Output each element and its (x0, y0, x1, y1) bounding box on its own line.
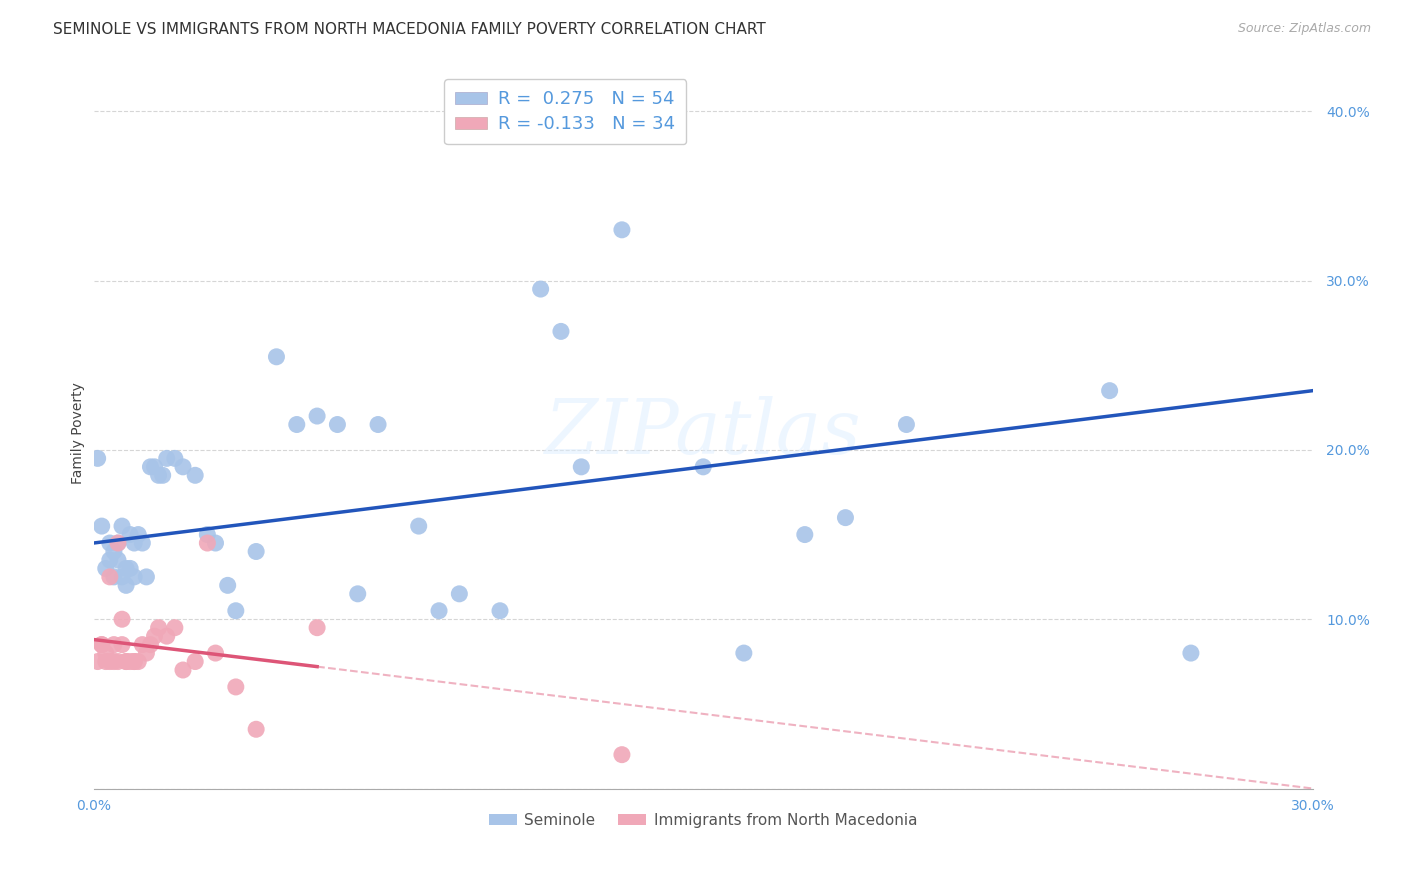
Point (148, 621, 170, 635)
Point (184, 468, 207, 483)
Point (550, 325, 572, 339)
Point (163, 621, 186, 635)
Point (120, 655, 142, 669)
Point (115, 655, 138, 669)
Point (103, 570, 125, 584)
Point (692, 459, 714, 474)
Point (122, 536, 145, 550)
Point (115, 655, 138, 669)
Point (107, 536, 129, 550)
Point (367, 417, 389, 432)
Point (103, 638, 125, 652)
Point (135, 646, 157, 660)
Point (204, 646, 226, 660)
Point (115, 561, 138, 575)
Point (107, 655, 129, 669)
Point (427, 604, 450, 618)
Point (408, 519, 430, 533)
Point (143, 629, 166, 643)
Point (195, 536, 218, 550)
Point (225, 680, 247, 694)
Point (195, 527, 218, 541)
Point (449, 587, 471, 601)
Point (834, 510, 856, 524)
Point (122, 655, 145, 669)
Point (107, 553, 129, 567)
Point (103, 544, 125, 558)
Point (152, 468, 174, 483)
Point (127, 655, 149, 669)
Point (98, 553, 121, 567)
Point (896, 417, 918, 432)
Point (610, 747, 633, 762)
Point (94, 561, 117, 575)
Point (610, 223, 633, 237)
Y-axis label: Family Poverty: Family Poverty (72, 382, 86, 484)
Point (90, 638, 112, 652)
Point (122, 570, 145, 584)
Point (111, 519, 134, 533)
Point (120, 527, 142, 541)
Point (1098, 384, 1121, 398)
Point (148, 468, 170, 483)
Point (172, 663, 194, 677)
Point (733, 646, 755, 660)
Point (103, 655, 125, 669)
Point (111, 570, 134, 584)
Point (1180, 646, 1202, 660)
Point (156, 451, 179, 466)
Point (139, 638, 162, 652)
Text: SEMINOLE VS IMMIGRANTS FROM NORTH MACEDONIA FAMILY POVERTY CORRELATION CHART: SEMINOLE VS IMMIGRANTS FROM NORTH MACEDO… (53, 22, 766, 37)
Point (530, 282, 553, 296)
Point (98, 655, 121, 669)
Point (131, 536, 153, 550)
Point (111, 638, 134, 652)
Point (139, 459, 162, 474)
Point (346, 587, 368, 601)
Point (163, 451, 186, 466)
Point (793, 527, 815, 541)
Point (98, 536, 121, 550)
Point (90, 519, 112, 533)
Point (156, 629, 179, 643)
Point (115, 578, 138, 592)
Point (127, 527, 149, 541)
Point (122, 655, 145, 669)
Point (135, 570, 157, 584)
Point (98, 570, 121, 584)
Point (245, 544, 267, 558)
Point (204, 536, 226, 550)
Point (86, 655, 108, 669)
Point (107, 536, 129, 550)
Point (307, 621, 329, 635)
Point (94, 646, 117, 660)
Point (120, 561, 142, 575)
Point (217, 578, 239, 592)
Point (143, 459, 166, 474)
Point (131, 638, 153, 652)
Text: ZIPatlas: ZIPatlas (546, 396, 862, 470)
Text: Source: ZipAtlas.com: Source: ZipAtlas.com (1237, 22, 1371, 36)
Point (111, 612, 134, 626)
Point (184, 655, 207, 669)
Point (245, 723, 267, 737)
Point (489, 604, 512, 618)
Point (326, 417, 349, 432)
Point (285, 417, 308, 432)
Point (307, 409, 329, 423)
Point (225, 604, 247, 618)
Legend: Seminole, Immigrants from North Macedonia: Seminole, Immigrants from North Macedoni… (484, 807, 924, 834)
Point (86, 451, 108, 466)
Point (172, 459, 194, 474)
Point (90, 638, 112, 652)
Point (94, 655, 117, 669)
Point (569, 459, 592, 474)
Point (266, 350, 288, 364)
